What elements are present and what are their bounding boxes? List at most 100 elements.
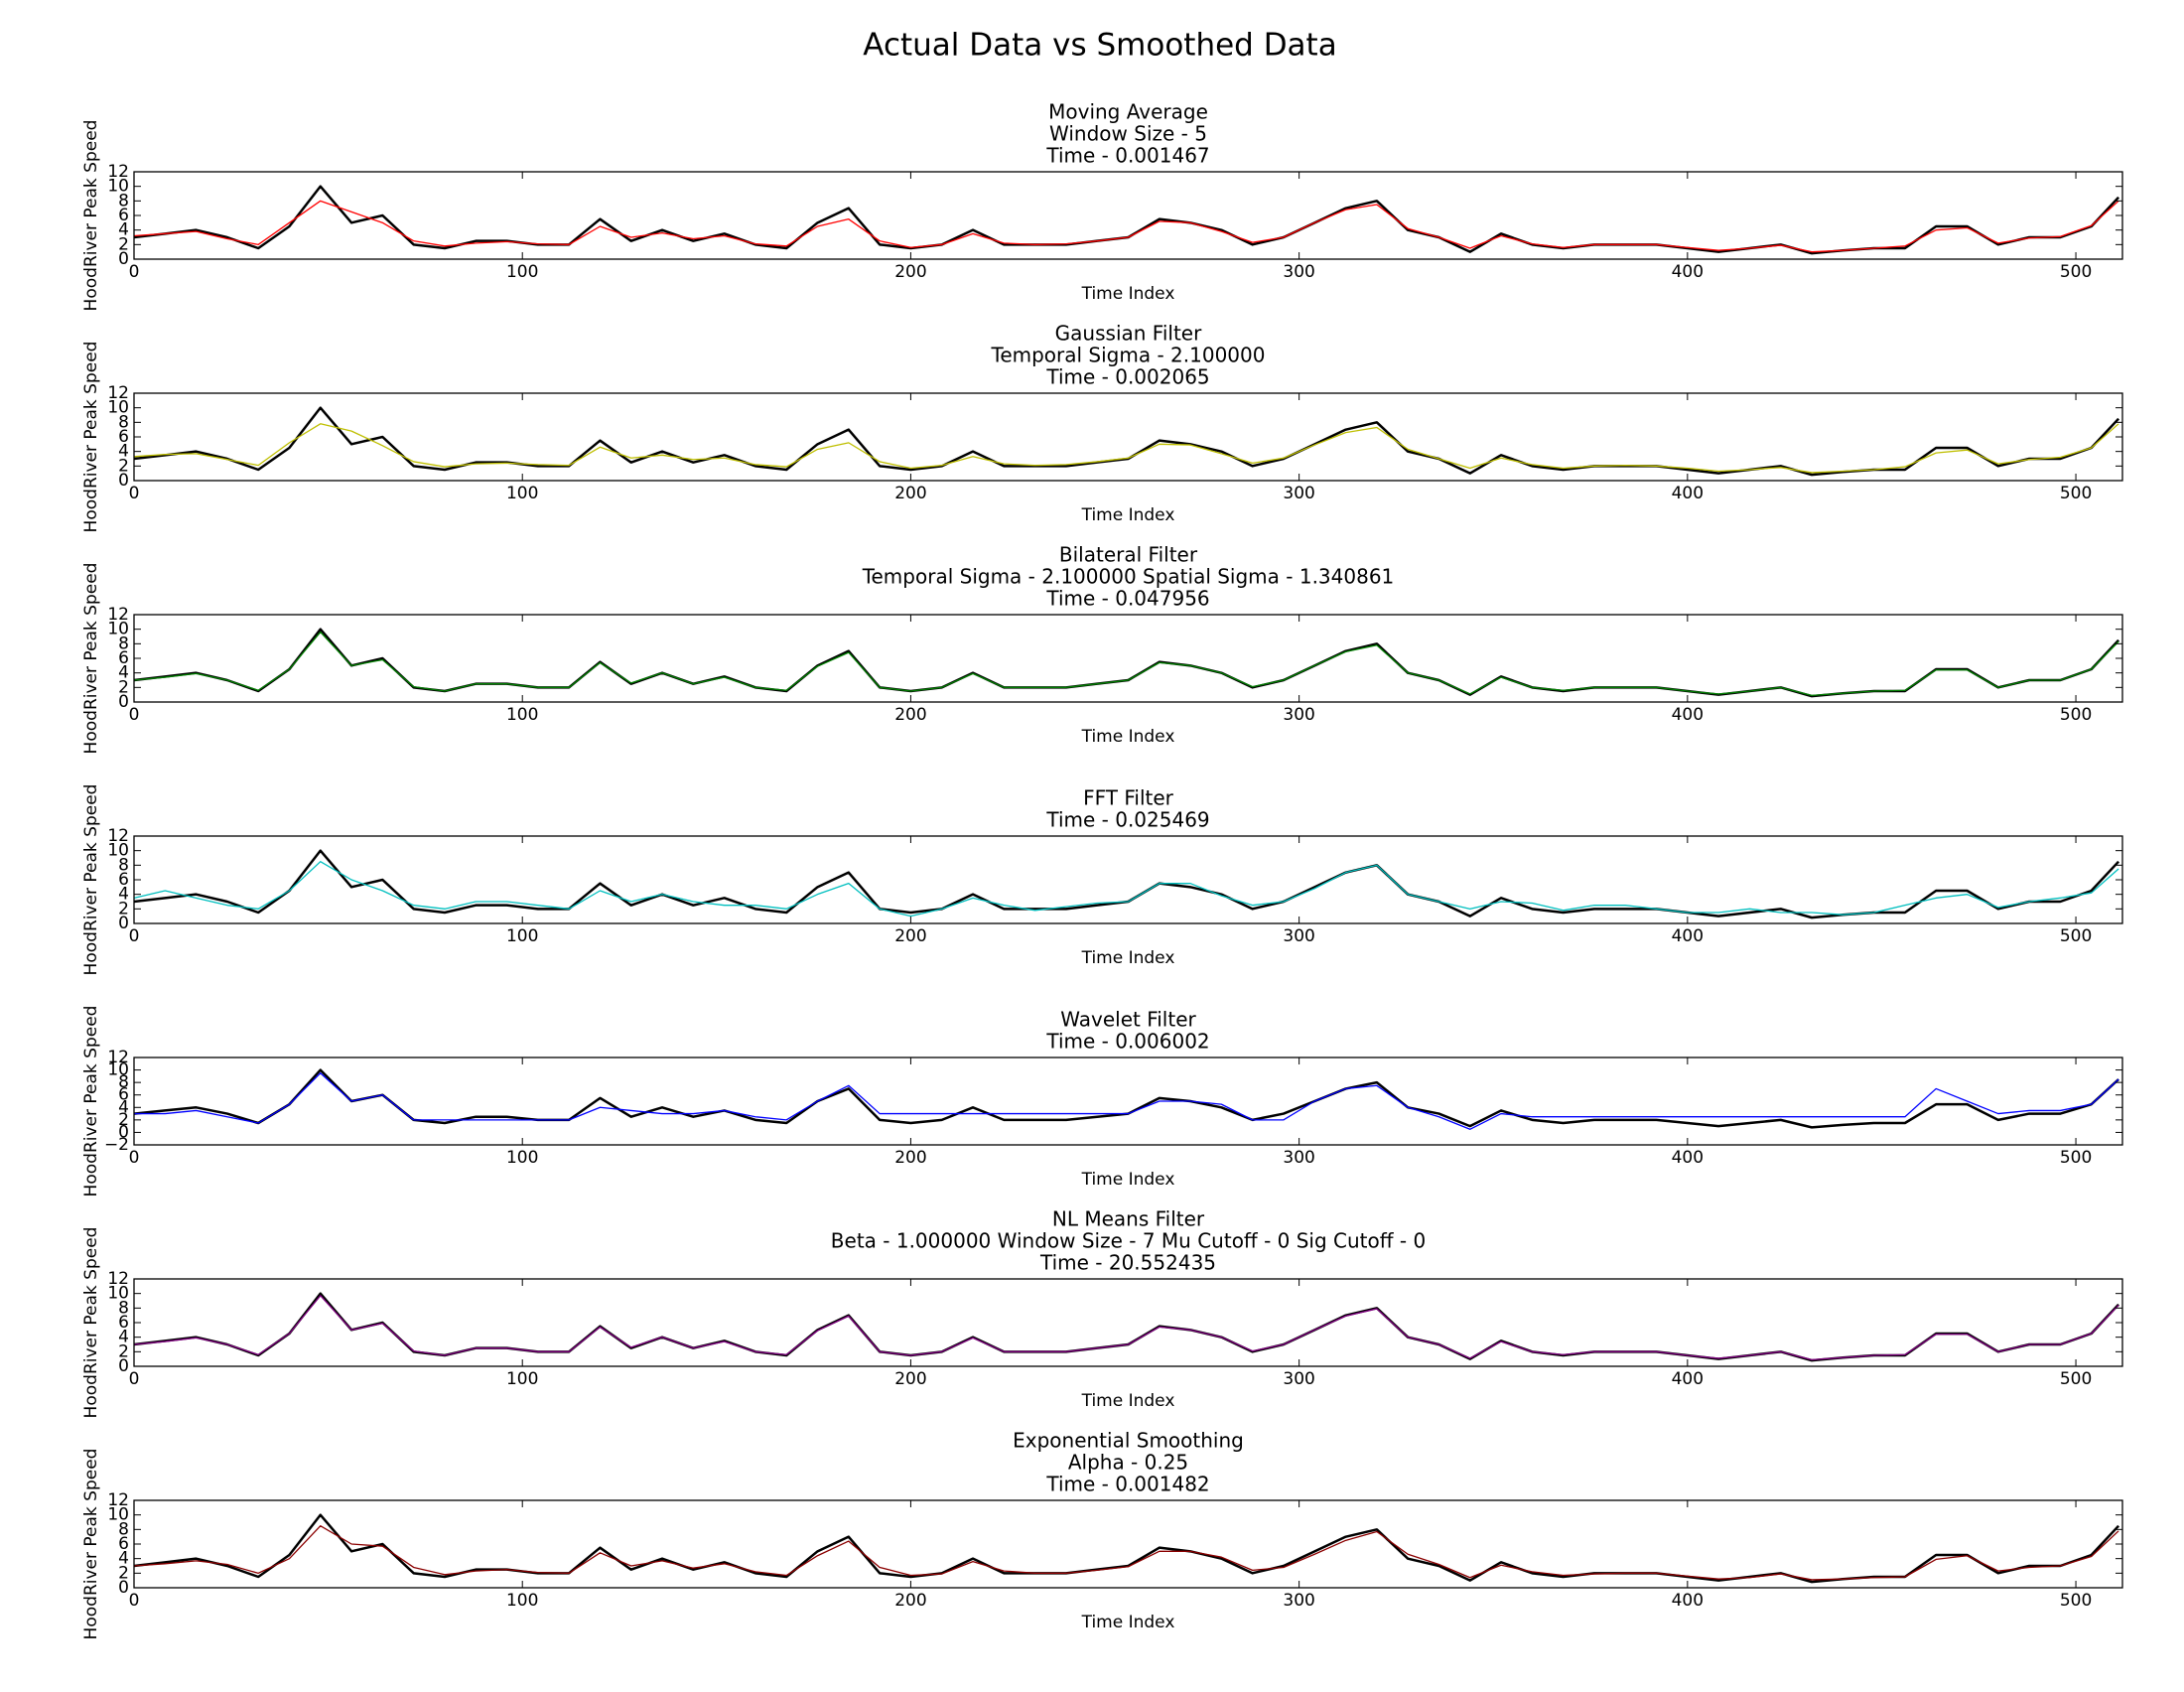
subplot-title: NL Means Filter <box>1052 1207 1205 1231</box>
y-tick-label: 12 <box>107 383 129 403</box>
y-tick-label: 6 <box>118 870 129 890</box>
y-tick-label: 12 <box>107 605 129 625</box>
series-line <box>133 1295 2119 1361</box>
x-tick-label: 400 <box>1672 926 1704 946</box>
series-line <box>133 631 2119 697</box>
y-tick-label: 8 <box>118 412 129 432</box>
x-tick-label: 400 <box>1672 1591 1704 1611</box>
y-tick-label: 10 <box>107 1060 129 1080</box>
x-axis-label: Time Index <box>1081 1170 1175 1190</box>
x-tick-label: 0 <box>129 1591 140 1611</box>
y-tick-label: −2 <box>104 1135 129 1155</box>
y-tick-label: 12 <box>107 162 129 182</box>
x-tick-label: 200 <box>894 1591 926 1611</box>
y-tick-label: 2 <box>118 1563 129 1583</box>
x-axis-label: Time Index <box>1081 505 1175 525</box>
y-tick-label: 2 <box>118 1110 129 1130</box>
x-tick-label: 300 <box>1283 1148 1314 1168</box>
y-tick-label: 10 <box>107 841 129 861</box>
y-tick-label: 4 <box>118 442 129 462</box>
y-tick-label: 2 <box>118 899 129 918</box>
x-tick-label: 300 <box>1283 705 1314 725</box>
y-tick-label: 8 <box>118 634 129 653</box>
y-axis-label: HoodRiver Peak Speed <box>81 1227 101 1419</box>
y-tick-label: 4 <box>118 663 129 683</box>
y-tick-label: 6 <box>118 1313 129 1333</box>
x-tick-label: 0 <box>129 705 140 725</box>
series-line <box>133 423 2119 474</box>
subplot-title: Gaussian Filter <box>1055 322 1202 346</box>
x-tick-label: 0 <box>129 484 140 503</box>
subplot-title: Wavelet Filter <box>1060 1008 1196 1032</box>
x-tick-label: 500 <box>2060 1148 2092 1168</box>
y-tick-label: 4 <box>118 1549 129 1569</box>
y-tick-label: 0 <box>118 1578 129 1598</box>
x-tick-label: 300 <box>1283 484 1314 503</box>
y-tick-label: 6 <box>118 1534 129 1554</box>
y-tick-label: 6 <box>118 427 129 447</box>
y-tick-label: 0 <box>118 914 129 933</box>
subplot-title: FFT Filter <box>1083 786 1174 810</box>
y-tick-label: 8 <box>118 855 129 875</box>
y-tick-label: 8 <box>118 1519 129 1539</box>
x-tick-label: 100 <box>506 1591 538 1611</box>
y-tick-label: 8 <box>118 1298 129 1318</box>
y-tick-label: 2 <box>118 234 129 254</box>
subplot-title: Alpha - 0.25 <box>1068 1451 1188 1475</box>
x-tick-label: 400 <box>1672 705 1704 725</box>
subplot-title: Moving Average <box>1048 100 1208 124</box>
y-tick-label: 2 <box>118 1341 129 1361</box>
y-tick-label: 12 <box>107 1269 129 1289</box>
subplot-title: Time - 0.025469 <box>1045 808 1209 832</box>
y-tick-label: 0 <box>118 1122 129 1142</box>
y-tick-label: 10 <box>107 1505 129 1525</box>
y-tick-label: 10 <box>107 177 129 197</box>
x-tick-label: 500 <box>2060 484 2092 503</box>
y-tick-label: 10 <box>107 1284 129 1304</box>
figure-title: Actual Data vs Smoothed Data <box>863 28 1336 64</box>
y-tick-label: 10 <box>107 620 129 639</box>
x-tick-label: 500 <box>2060 1369 2092 1389</box>
x-tick-label: 400 <box>1672 1148 1704 1168</box>
x-tick-label: 400 <box>1672 262 1704 282</box>
subplot-title: Beta - 1.000000 Window Size - 7 Mu Cutof… <box>831 1229 1426 1253</box>
y-axis-label: HoodRiver Peak Speed <box>81 342 101 533</box>
y-tick-label: 8 <box>118 191 129 211</box>
x-tick-label: 200 <box>894 1369 926 1389</box>
y-tick-label: 10 <box>107 398 129 418</box>
x-axis-label: Time Index <box>1081 1391 1175 1411</box>
y-tick-label: 8 <box>118 1072 129 1092</box>
y-tick-label: 6 <box>118 206 129 225</box>
x-tick-label: 300 <box>1283 926 1314 946</box>
x-tick-label: 100 <box>506 1148 538 1168</box>
subplot-title: Time - 0.002065 <box>1045 365 1209 389</box>
y-axis-label: HoodRiver Peak Speed <box>81 1449 101 1640</box>
y-tick-label: 12 <box>107 826 129 846</box>
x-tick-label: 500 <box>2060 705 2092 725</box>
x-tick-label: 100 <box>506 1369 538 1389</box>
subplot-title: Bilateral Filter <box>1059 543 1198 567</box>
series-line <box>133 1068 2119 1129</box>
y-tick-label: 4 <box>118 1328 129 1347</box>
y-tick-label: 12 <box>107 1048 129 1067</box>
series-line <box>133 628 2120 698</box>
y-axis-label: HoodRiver Peak Speed <box>81 1006 101 1198</box>
y-tick-label: 6 <box>118 648 129 668</box>
x-tick-label: 500 <box>2060 262 2092 282</box>
x-axis-label: Time Index <box>1081 284 1175 304</box>
subplot-title: Window Size - 5 <box>1049 122 1207 146</box>
x-tick-label: 300 <box>1283 1591 1314 1611</box>
y-tick-label: 4 <box>118 1097 129 1117</box>
x-axis-label: Time Index <box>1081 948 1175 968</box>
y-tick-label: 2 <box>118 456 129 476</box>
x-tick-label: 400 <box>1672 1369 1704 1389</box>
y-tick-label: 0 <box>118 1356 129 1376</box>
y-tick-label: 0 <box>118 249 129 269</box>
y-tick-label: 0 <box>118 692 129 712</box>
x-tick-label: 100 <box>506 484 538 503</box>
subplot-title: Exponential Smoothing <box>1013 1429 1244 1453</box>
y-tick-label: 4 <box>118 220 129 240</box>
